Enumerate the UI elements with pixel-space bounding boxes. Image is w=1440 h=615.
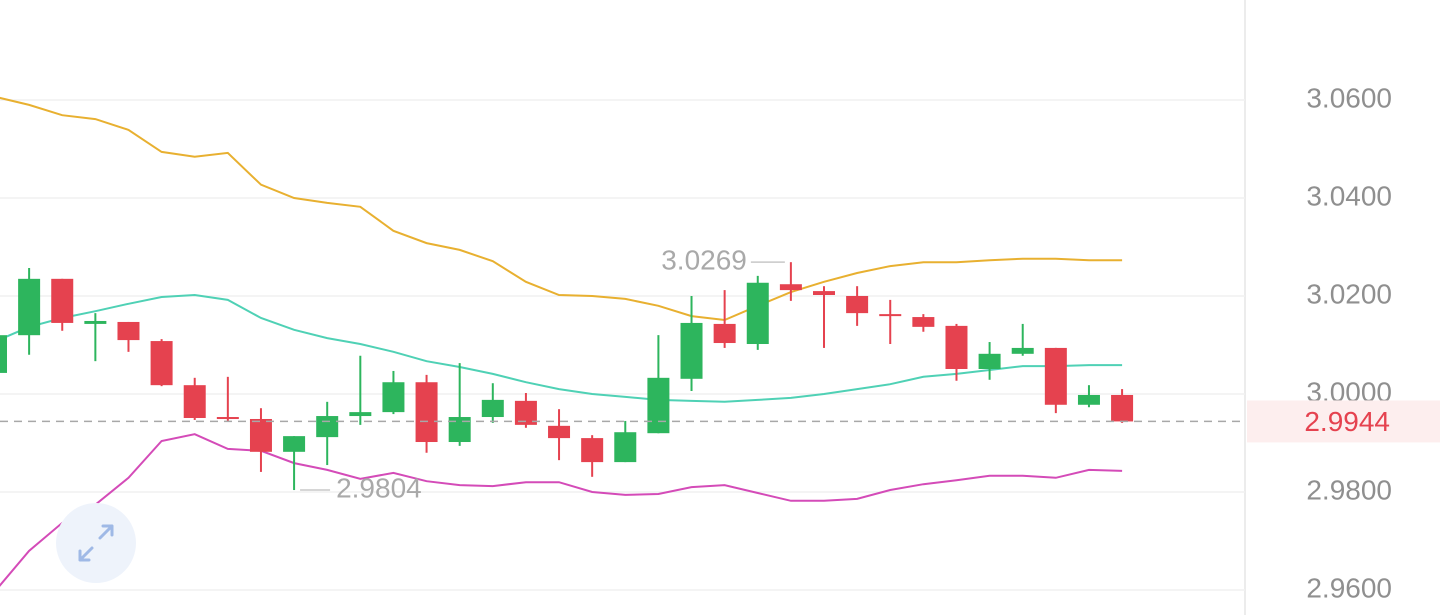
candle-body [779, 284, 802, 291]
candle [713, 290, 736, 348]
candle [978, 342, 1001, 380]
y-tick-label: 2.9600 [1306, 572, 1392, 603]
band-line [0, 293, 1123, 403]
candle-body [1044, 347, 1067, 405]
candle-body [283, 436, 306, 452]
candle [84, 313, 107, 362]
y-tick-label: 2.9800 [1306, 474, 1392, 505]
candle [249, 408, 272, 472]
candle [680, 295, 703, 392]
candle-body [249, 418, 272, 452]
candle [117, 321, 140, 352]
candle [183, 377, 206, 420]
candle-body [680, 322, 703, 379]
candle-body [183, 385, 206, 419]
candle [813, 286, 835, 348]
expand-icon[interactable] [78, 524, 114, 562]
last-price-bg [1247, 400, 1440, 443]
candle-body [945, 325, 968, 369]
y-tick-label: 3.0600 [1306, 82, 1392, 113]
candle-body [0, 335, 7, 373]
candle [1044, 347, 1067, 414]
band-line [0, 433, 1123, 587]
candle [18, 268, 41, 355]
candle [581, 435, 604, 477]
candle [448, 363, 471, 446]
candle [879, 299, 902, 345]
candle-body [647, 377, 670, 434]
candle [1011, 323, 1034, 356]
y-tick-label: 3.0200 [1306, 278, 1392, 309]
candle [779, 262, 802, 301]
extreme-label: 2.9804 [336, 472, 422, 503]
candle-body [746, 282, 769, 345]
candle [51, 278, 74, 331]
candle [548, 409, 571, 461]
candle [945, 323, 968, 381]
y-tick-label: 3.0400 [1306, 180, 1392, 211]
candle-body [514, 400, 537, 425]
candle-body [1077, 394, 1100, 405]
candle-body [713, 323, 736, 344]
candle-body [481, 399, 504, 418]
candle-body [813, 291, 835, 296]
candle-body [316, 416, 339, 438]
extreme-label: 3.0269 [661, 245, 747, 276]
candle [150, 339, 173, 387]
candle [912, 314, 935, 332]
candle-body [581, 438, 604, 463]
candle [216, 376, 239, 422]
candle-body [51, 278, 74, 323]
candle-body [18, 278, 41, 336]
candle-body [846, 295, 869, 314]
last-price-label: 2.9944 [1304, 406, 1390, 437]
candle-body [912, 317, 935, 327]
candle-body [117, 321, 140, 341]
candle-body [879, 314, 902, 317]
candle [415, 374, 438, 453]
candle-body [978, 353, 1001, 369]
expand-button[interactable] [56, 503, 136, 583]
candle [316, 401, 339, 466]
candle-body [349, 412, 372, 417]
candle [1111, 389, 1134, 423]
candle [614, 420, 637, 463]
candle-body [84, 320, 107, 324]
candle [0, 335, 7, 373]
candle [481, 383, 504, 423]
candle [846, 286, 869, 326]
candle [1077, 385, 1100, 408]
candle [382, 370, 405, 415]
candle-body [614, 432, 637, 463]
candle-body [216, 417, 239, 420]
candle-body [150, 341, 173, 386]
candle-body [1011, 347, 1034, 354]
candle-body [415, 382, 438, 443]
candle [746, 275, 769, 350]
candle [647, 335, 670, 434]
candle-body [1111, 394, 1134, 422]
expand-button-bg[interactable] [56, 503, 136, 583]
candle [349, 355, 372, 425]
band-line [0, 96, 1123, 322]
candle [283, 436, 306, 491]
candle-body [382, 382, 405, 413]
candle-body [448, 417, 471, 443]
candle-body [548, 425, 571, 439]
